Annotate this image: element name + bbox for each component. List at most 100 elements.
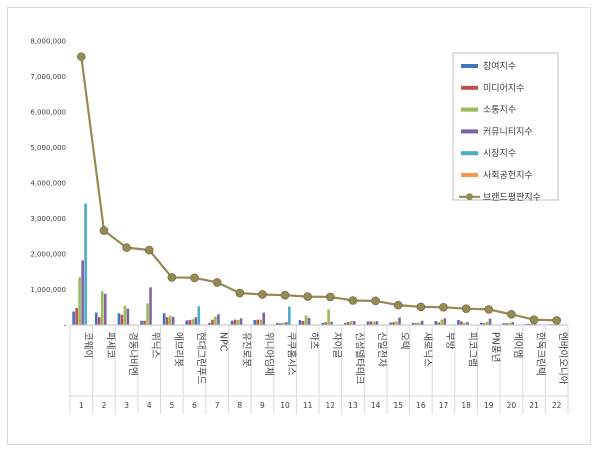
legend-swatch bbox=[461, 85, 478, 90]
legend-label: 소통지수 bbox=[483, 105, 516, 116]
bar bbox=[372, 321, 376, 325]
brand-index-line bbox=[80, 56, 557, 322]
bar bbox=[466, 322, 469, 325]
x-category-label: 부방 bbox=[444, 332, 455, 350]
bar bbox=[282, 322, 285, 325]
bar bbox=[188, 320, 192, 325]
line-point bbox=[529, 315, 539, 324]
bar bbox=[534, 323, 537, 325]
bar bbox=[276, 322, 279, 325]
bar bbox=[72, 311, 75, 325]
line-point bbox=[461, 304, 471, 313]
bar bbox=[191, 319, 195, 325]
bar bbox=[398, 317, 401, 325]
bar-series-group bbox=[72, 203, 560, 325]
bar bbox=[259, 319, 263, 325]
line-point bbox=[303, 292, 312, 301]
y-tick-label: 4,000,000 bbox=[30, 180, 66, 188]
y-tick-label: 1,000,000 bbox=[30, 286, 66, 294]
bar bbox=[126, 308, 130, 325]
x-category-label: 신성델타테크 bbox=[353, 332, 365, 385]
x-index-label: 11 bbox=[303, 401, 313, 410]
x-index-label: 8 bbox=[237, 401, 242, 410]
bar bbox=[349, 321, 353, 325]
line-point bbox=[552, 316, 561, 325]
bar bbox=[211, 319, 214, 325]
bar bbox=[437, 322, 441, 325]
line-point bbox=[507, 310, 516, 319]
bar bbox=[304, 315, 308, 325]
bar bbox=[140, 320, 143, 325]
bar bbox=[84, 203, 87, 325]
x-category-label: 하츠 bbox=[308, 332, 320, 350]
bar bbox=[288, 306, 291, 325]
line-point bbox=[280, 290, 290, 300]
bar bbox=[230, 320, 234, 325]
line-point bbox=[235, 288, 245, 298]
line-point bbox=[190, 273, 199, 283]
bar bbox=[463, 322, 466, 325]
y-tick-label: - bbox=[63, 322, 66, 330]
x-category-label: 파세코 bbox=[104, 332, 115, 358]
bar bbox=[414, 323, 418, 325]
bar bbox=[343, 322, 347, 325]
bar bbox=[479, 322, 483, 325]
bar bbox=[485, 321, 489, 325]
x-index-label: 12 bbox=[326, 401, 336, 410]
x-index-label: 19 bbox=[484, 401, 494, 410]
bar bbox=[217, 314, 220, 325]
x-category-label: 경동나비엔 bbox=[127, 332, 139, 376]
x-category-label: NPC bbox=[218, 332, 229, 352]
x-category-label: 자이글 bbox=[331, 332, 342, 358]
line-point bbox=[416, 302, 426, 312]
x-category-label: 케이엠 bbox=[512, 332, 524, 358]
bar bbox=[256, 319, 260, 325]
x-index-label: 6 bbox=[192, 401, 197, 410]
x-category-label: 피코그램 bbox=[467, 332, 479, 367]
bar bbox=[330, 321, 333, 325]
bar bbox=[120, 314, 124, 325]
line-series-group bbox=[77, 52, 561, 325]
bar bbox=[194, 317, 198, 325]
bar bbox=[78, 277, 81, 325]
x-axis: 코웨이 1 파세코 2 경동나비엔 3 위닉스 4 에브리봇 5 현대그린푸드 6 NPC 7 유진로봇 8 위… bbox=[69, 324, 569, 414]
legend-swatch bbox=[461, 151, 478, 156]
legend-swatch bbox=[461, 173, 478, 177]
line-point bbox=[393, 300, 403, 310]
x-index-label: 7 bbox=[215, 401, 220, 410]
bar bbox=[525, 323, 528, 325]
x-index-label: 20 bbox=[507, 401, 517, 410]
x-category-label: 코웨이 bbox=[82, 332, 94, 358]
line-point bbox=[167, 273, 177, 282]
x-category-label: 현대그린푸드 bbox=[195, 332, 206, 385]
legend-label: 커뮤니티지수 bbox=[483, 126, 533, 137]
line-point bbox=[371, 296, 380, 306]
bar bbox=[366, 321, 370, 325]
x-category-label: 유진로봇 bbox=[240, 332, 251, 367]
x-category-label: 신일전자 bbox=[376, 332, 387, 367]
bar bbox=[531, 323, 534, 325]
bar bbox=[440, 319, 444, 325]
bar bbox=[352, 321, 356, 325]
bar bbox=[117, 313, 121, 325]
line-point bbox=[348, 296, 358, 305]
x-index-label: 10 bbox=[280, 401, 290, 410]
legend-label: 브랜드평판지수 bbox=[483, 192, 541, 203]
x-category-label: 엔바이오니아 bbox=[557, 332, 568, 385]
y-tick-label: 6,000,000 bbox=[30, 109, 66, 117]
x-index-label: 18 bbox=[461, 401, 471, 410]
x-category-label: 오텍 bbox=[399, 332, 410, 349]
bar bbox=[123, 305, 127, 325]
bar bbox=[434, 321, 438, 325]
x-index-label: 2 bbox=[102, 401, 107, 410]
bar bbox=[443, 318, 447, 325]
y-tick-label: 8,000,000 bbox=[30, 38, 66, 46]
bar bbox=[528, 323, 531, 325]
x-category-label: 한독크린텍 bbox=[535, 332, 546, 376]
bar bbox=[94, 312, 98, 325]
bar bbox=[168, 315, 172, 325]
bar bbox=[301, 321, 305, 325]
bar bbox=[285, 322, 288, 325]
x-index-label: 1 bbox=[79, 401, 84, 410]
